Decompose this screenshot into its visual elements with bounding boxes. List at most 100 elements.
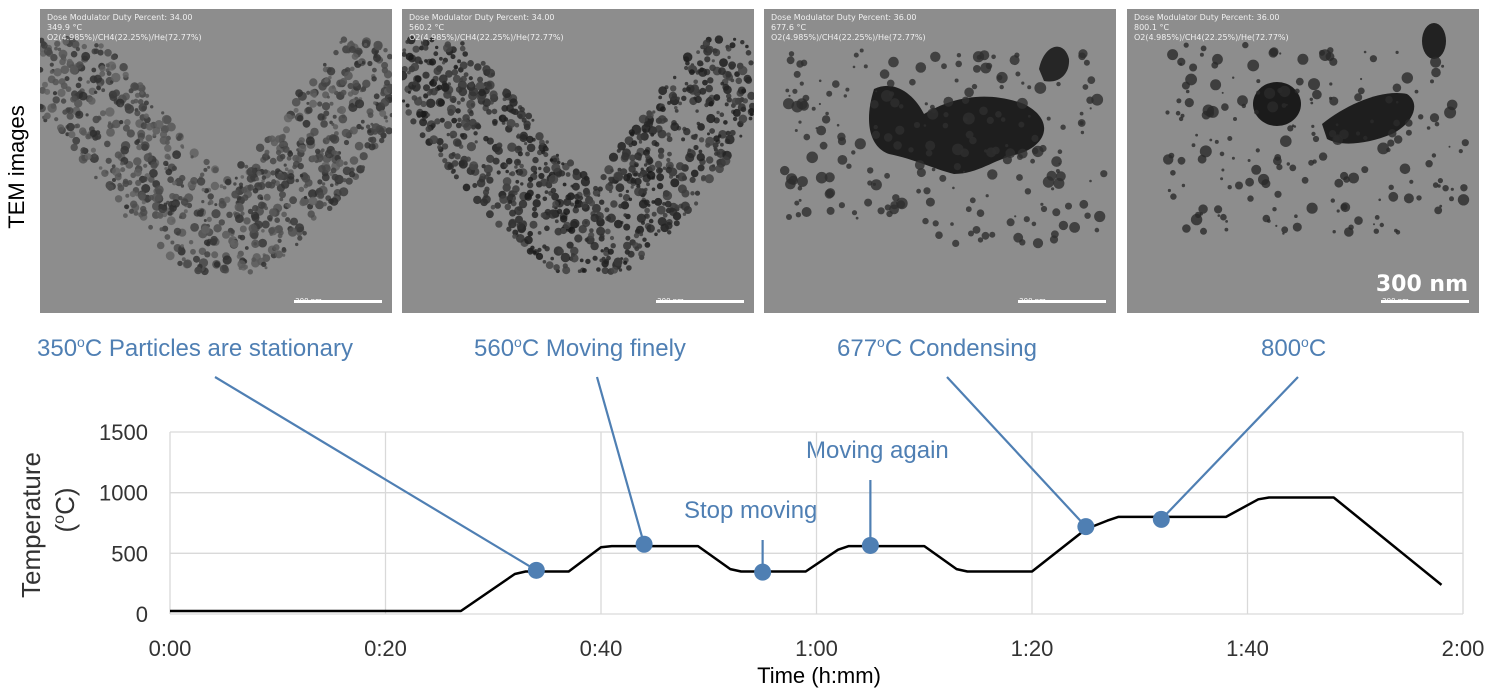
- tem-particle: [201, 200, 205, 204]
- tem-particle: [620, 201, 630, 210]
- tem-particle: [580, 201, 588, 209]
- tem-particle: [317, 101, 323, 107]
- tem-particle: [1429, 113, 1440, 123]
- tem-particle: [210, 181, 220, 191]
- callout-label-4: 800oC: [1261, 334, 1327, 362]
- tem-particle: [93, 74, 102, 84]
- callout-leader-line: [595, 376, 646, 545]
- tem-particle: [633, 172, 638, 177]
- tem-particle: [1021, 81, 1025, 85]
- tem-particle: [442, 158, 448, 164]
- tem-particle: [1295, 77, 1304, 86]
- tem-particle: [309, 99, 317, 108]
- tem-particle: [354, 61, 359, 65]
- tem-particle: [623, 241, 632, 250]
- tem-particle: [596, 226, 606, 236]
- tem-particle: [1058, 220, 1069, 231]
- tem-particle: [293, 107, 299, 113]
- tem-particle: [509, 209, 517, 217]
- tem-particle: [114, 151, 122, 159]
- tem-particle: [611, 266, 618, 274]
- tem-particle: [315, 200, 324, 210]
- event-marker: [861, 536, 879, 554]
- tem-particle: [526, 247, 534, 255]
- tem-particle: [514, 122, 520, 128]
- tem-particle: [560, 215, 568, 223]
- tem-particle: [322, 137, 330, 145]
- tem-particle: [965, 206, 972, 213]
- tem-particle: [707, 132, 710, 136]
- tem-particle: [1426, 126, 1431, 130]
- tem-particle: [553, 264, 560, 271]
- tem-particle: [143, 113, 149, 119]
- tem-particle: [654, 160, 663, 169]
- tem-particle: [506, 195, 513, 202]
- tem-particle: [1278, 85, 1291, 98]
- tem-particle: [518, 113, 523, 119]
- tem-particle: [1374, 215, 1380, 220]
- tem-particle: [210, 235, 218, 244]
- tem-particle: [516, 222, 524, 230]
- tem-particle: [476, 124, 480, 128]
- tem-particle: [504, 203, 512, 211]
- tem-particle: [517, 206, 522, 212]
- tem-particle: [410, 118, 417, 125]
- tem-particle: [174, 154, 178, 159]
- tem-particle: [85, 133, 91, 140]
- tem-particle: [499, 195, 509, 204]
- scalebar: [1381, 300, 1469, 303]
- tem-particle: [1269, 47, 1279, 57]
- tem-particle: [799, 100, 809, 111]
- tem-particle: [305, 136, 315, 146]
- tem-particle: [1014, 215, 1017, 218]
- tem-particle: [843, 94, 847, 98]
- tem-particle: [674, 106, 678, 110]
- tem-particle: [1293, 125, 1297, 128]
- tem-particle: [1434, 121, 1440, 127]
- tem-particle: [213, 261, 221, 268]
- tem-particle: [167, 176, 174, 183]
- tem-particle: [825, 111, 829, 116]
- tem-particle: [684, 65, 689, 71]
- tem-particle: [218, 200, 227, 209]
- tem-particle: [1034, 82, 1047, 94]
- tem-particle: [379, 137, 385, 144]
- tem-particle: [349, 156, 359, 165]
- tem-particle: [1439, 204, 1443, 208]
- tem-particle: [1276, 164, 1283, 171]
- tem-particle: [203, 239, 210, 246]
- tem-particle: [1235, 181, 1243, 190]
- tem-particle: [450, 169, 455, 174]
- tem-particle: [544, 246, 550, 252]
- tem-particle: [167, 210, 173, 216]
- tem-particle: [52, 78, 59, 86]
- tem-particle: [1005, 148, 1016, 159]
- tem-particle: [952, 186, 955, 190]
- tem-particle: [1312, 159, 1317, 164]
- callout-marker: [527, 561, 545, 579]
- tem-particle: [1357, 87, 1365, 95]
- tem-particle: [40, 41, 48, 49]
- tem-particle: [639, 232, 644, 237]
- tem-particle: [1403, 193, 1414, 204]
- tem-particle: [343, 161, 348, 166]
- tem-particle: [867, 180, 873, 186]
- tem-particle: [1294, 214, 1298, 218]
- tem-particle: [668, 91, 678, 101]
- tem-particle: [1336, 209, 1340, 213]
- tem-particle: [162, 211, 168, 218]
- tem-particle: [1040, 205, 1048, 213]
- tem-particle: [130, 200, 138, 208]
- tem-particle: [855, 216, 859, 220]
- tem-particle: [329, 134, 337, 143]
- tem-particle: [634, 163, 639, 168]
- scalebar: [1018, 300, 1106, 303]
- tem-particle: [884, 204, 891, 211]
- tem-particle: [667, 100, 672, 105]
- tem-particle: [543, 166, 551, 174]
- tem-particle: [426, 113, 431, 117]
- tem-particle: [1311, 124, 1315, 128]
- tem-particle: [468, 118, 477, 127]
- tem-particle: [251, 239, 260, 248]
- tem-particle: [101, 88, 106, 93]
